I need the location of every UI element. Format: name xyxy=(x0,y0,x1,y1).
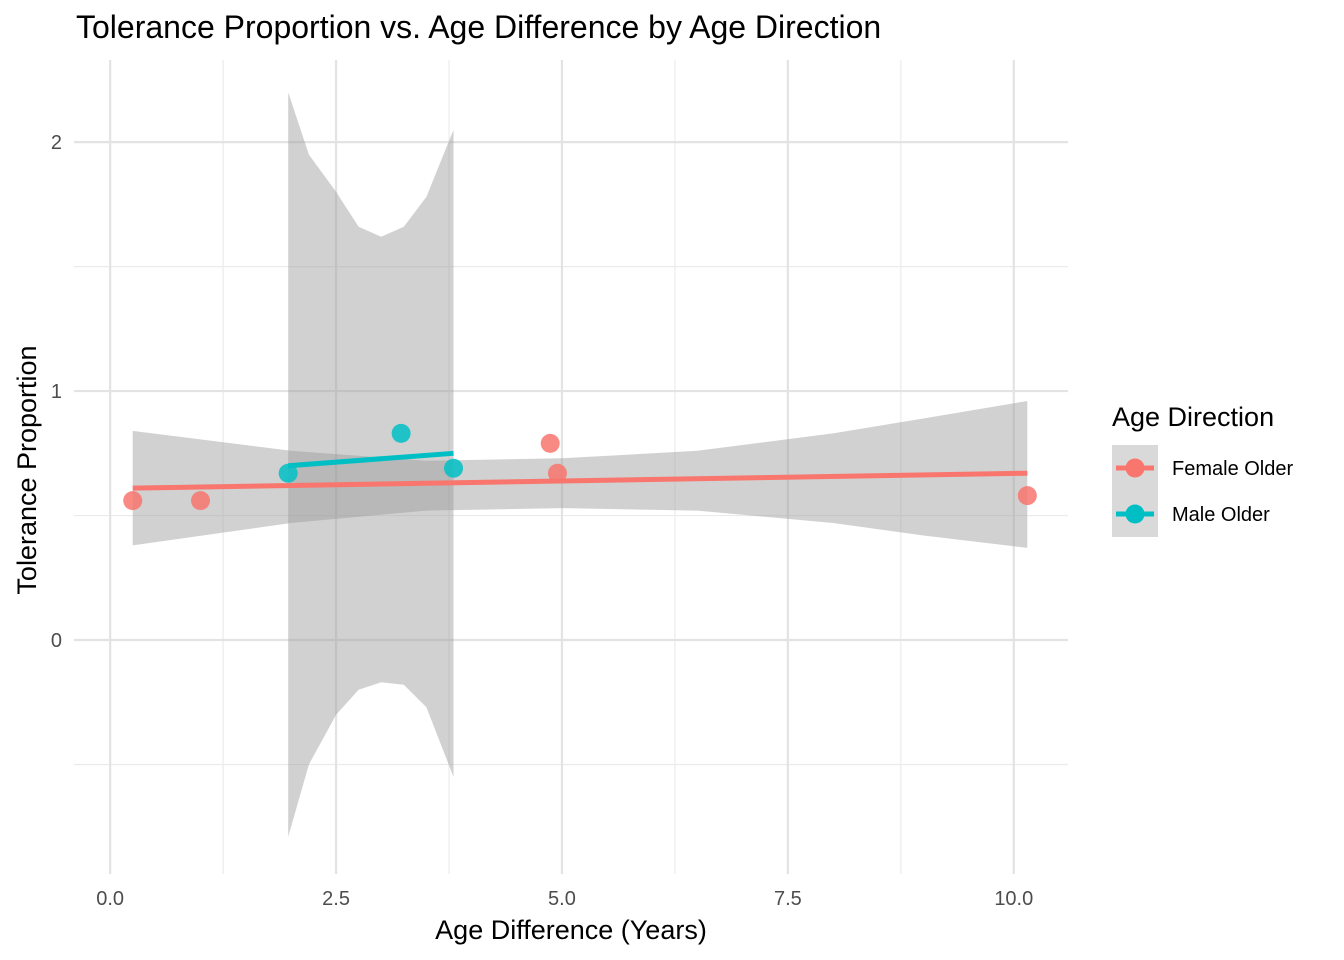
x-tick-label: 10.0 xyxy=(994,888,1033,910)
confidence-band xyxy=(132,401,1028,548)
y-tick-label: 1 xyxy=(51,381,62,403)
grid xyxy=(74,60,1068,874)
y-tick-label: 2 xyxy=(51,132,62,154)
fit-line xyxy=(287,450,454,469)
x-axis-ticks: 0.0 2.5 5.0 7.5 10.0 xyxy=(96,888,1033,910)
fit-lines xyxy=(132,450,1028,491)
x-tick-label: 0.0 xyxy=(96,888,124,910)
data-point xyxy=(391,423,411,443)
x-axis-title: Age Difference (Years) xyxy=(435,915,707,945)
legend: Age Direction Female Older Male Older xyxy=(1112,402,1293,537)
y-axis-ticks: 0 1 2 xyxy=(51,132,62,652)
data-point xyxy=(444,458,464,478)
legend-key-point xyxy=(1125,458,1145,478)
legend-key-point xyxy=(1125,504,1145,524)
confidence-band xyxy=(288,92,454,837)
data-points xyxy=(123,423,1037,511)
data-point xyxy=(278,463,298,483)
x-tick-label: 2.5 xyxy=(322,888,350,910)
data-point xyxy=(540,433,560,453)
chart-title: Tolerance Proportion vs. Age Difference … xyxy=(76,9,881,45)
y-tick-label: 0 xyxy=(51,630,62,652)
data-point xyxy=(547,463,567,483)
legend-title: Age Direction xyxy=(1112,402,1274,432)
data-point xyxy=(1017,486,1037,506)
confidence-bands xyxy=(132,92,1028,837)
legend-label: Female Older xyxy=(1172,458,1293,480)
legend-label: Male Older xyxy=(1172,504,1270,526)
x-tick-label: 5.0 xyxy=(548,888,576,910)
y-axis-title: Tolerance Proportion xyxy=(12,345,42,594)
data-point xyxy=(191,491,211,511)
fit-line xyxy=(132,470,1028,491)
data-point xyxy=(123,491,143,511)
x-tick-label: 7.5 xyxy=(774,888,802,910)
